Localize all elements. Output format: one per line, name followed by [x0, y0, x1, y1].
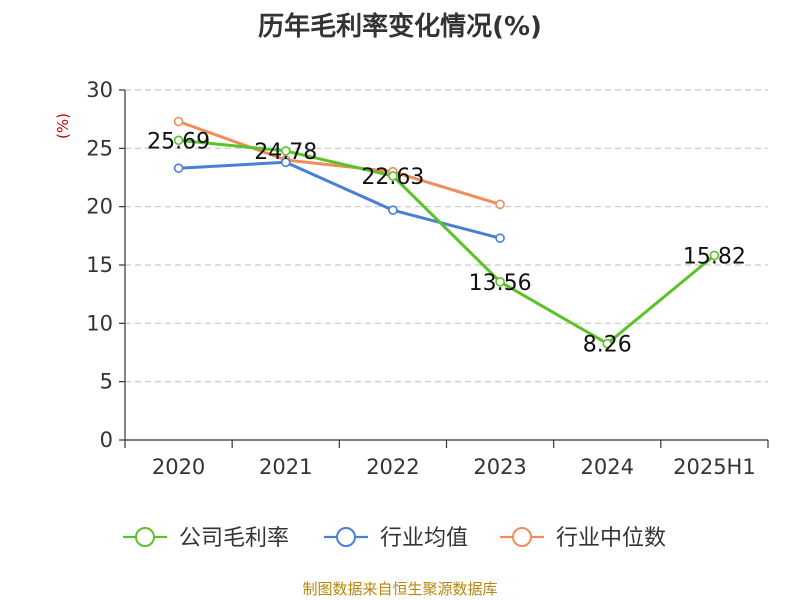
x-tick-label: 2021 [259, 455, 312, 479]
x-tick-label: 2024 [581, 455, 634, 479]
series-lines [173, 116, 720, 349]
data-point [280, 157, 291, 168]
legend-swatch-marker [336, 527, 356, 547]
data-label: 25.69 [147, 129, 210, 154]
x-tick-label: 2025H1 [673, 455, 756, 479]
legend-swatch-marker [512, 527, 532, 547]
series-line [178, 120, 501, 206]
gridlines [125, 89, 768, 383]
y-tick-label: 20 [86, 195, 113, 219]
legend[interactable]: 公司毛利率 行业均值 行业中位数 [123, 526, 666, 551]
data-point [495, 199, 505, 210]
data-point [173, 135, 184, 146]
source-note: 制图数据来自恒生聚源数据库 [302, 580, 497, 598]
legend-swatch-marker [135, 527, 155, 547]
data-point [495, 276, 505, 287]
data-label: 24.78 [254, 140, 317, 165]
legend-label: 行业中位数 [556, 526, 666, 551]
data-point [173, 116, 184, 127]
y-tick-label: 0 [100, 428, 113, 452]
legend-item[interactable]: 公司毛利率 [123, 526, 289, 551]
y-tick-label: 5 [100, 370, 113, 394]
y-axis-label: (%) [54, 113, 72, 139]
data-point [495, 233, 505, 243]
data-point [173, 163, 184, 173]
data-point [709, 250, 720, 261]
data-label: 8.26 [583, 333, 632, 358]
legend-label: 行业均值 [380, 526, 468, 551]
data-label: 13.56 [469, 271, 532, 296]
y-tick-label: 15 [86, 253, 113, 277]
series-line [178, 138, 716, 346]
x-tick-label: 2020 [152, 455, 205, 479]
data-label: 15.82 [683, 244, 746, 269]
x-tick-label: 2023 [473, 455, 526, 479]
data-point [602, 338, 613, 349]
data-point [388, 205, 398, 215]
y-tick-label: 30 [86, 78, 113, 102]
chart-title: 历年毛利率变化情况(%) [258, 11, 542, 42]
data-label: 22.63 [361, 165, 424, 190]
data-point [388, 171, 398, 181]
legend-item[interactable]: 行业均值 [324, 526, 468, 551]
data-point [280, 146, 291, 156]
y-tick-label: 10 [86, 311, 113, 335]
legend-item[interactable]: 行业中位数 [500, 526, 666, 551]
x-tick-label: 2022 [366, 455, 419, 479]
legend-label: 公司毛利率 [179, 526, 289, 551]
series-line [178, 160, 501, 240]
axes: 0 5 10 15 20 25 30 2020 2021 2022 2023 2024 2025H1 [86, 78, 769, 479]
y-tick-label: 25 [86, 136, 113, 160]
data-labels: 25.69 24.78 22.63 13.56 8.26 15.82 [147, 129, 746, 357]
